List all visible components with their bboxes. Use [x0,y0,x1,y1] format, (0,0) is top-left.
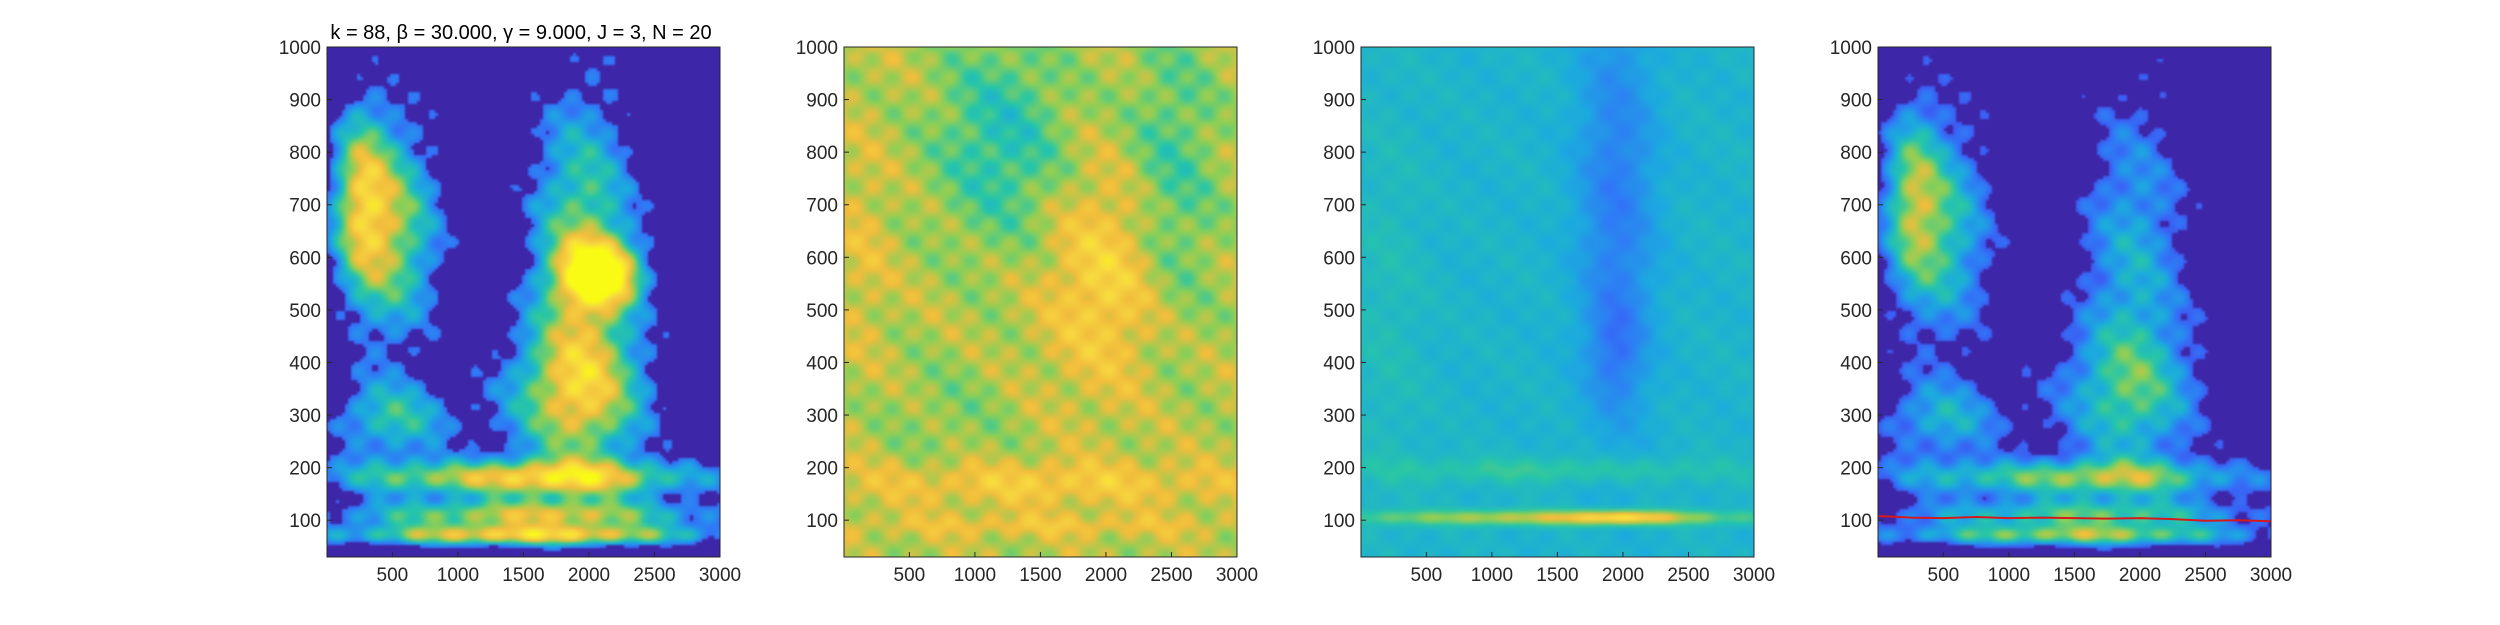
heatmap-image [327,47,720,557]
y-tick-label: 300 [1323,406,1355,427]
y-tick-label: 100 [1840,511,1872,532]
y-tick-label: 400 [1840,353,1872,374]
y-tick-label: 200 [1323,459,1355,480]
x-tick-label: 2000 [568,565,610,586]
y-tick-label: 900 [806,91,838,112]
x-tick-label: 1500 [2053,565,2095,586]
y-tick-label: 500 [289,301,321,322]
x-tick-label: 1000 [1471,565,1513,586]
x-tick-label: 2500 [1667,565,1709,586]
x-tick-label: 1500 [502,565,544,586]
y-tick-label: 600 [1840,248,1872,269]
y-tick-label: 300 [806,406,838,427]
x-tick-label: 2500 [2184,565,2226,586]
heatmap-panel-2: 100 200 300 400 500 600 700 800 900 1000 500 1000 15… [796,38,1258,586]
y-tick-label: 1000 [1313,38,1355,59]
x-tick-label: 1000 [954,565,996,586]
y-tick-label: 800 [1323,143,1355,164]
y-tick-label: 600 [806,248,838,269]
x-tick-label: 2500 [633,565,675,586]
y-tick-label: 700 [1840,196,1872,217]
chart-title: k = 88, β = 30.000, γ = 9.000, J = 3, N … [330,22,711,44]
y-tick-label: 400 [806,353,838,374]
y-tick-label: 100 [289,511,321,532]
y-tick-label: 100 [806,511,838,532]
x-tick-label: 500 [377,565,409,586]
x-tick-label: 500 [894,565,926,586]
y-tick-label: 400 [289,353,321,374]
x-tick-label: 2500 [1150,565,1192,586]
y-tick-label: 600 [1323,248,1355,269]
y-tick-label: 500 [1840,301,1872,322]
x-tick-label: 2000 [2119,565,2161,586]
x-tick-label: 3000 [1216,565,1258,586]
x-tick-label: 500 [1928,565,1960,586]
heatmap-image [1878,47,2271,557]
heatmap-panel-1: 100 200 300 400 500 600 700 800 900 1000 500 1000 15… [279,38,741,586]
y-tick-label: 500 [806,301,838,322]
x-tick-label: 1000 [1988,565,2030,586]
y-tick-label: 700 [806,196,838,217]
y-tick-label: 100 [1323,511,1355,532]
y-tick-label: 400 [1323,353,1355,374]
y-tick-label: 1000 [1830,38,1872,59]
heatmap-image [844,47,1237,557]
x-tick-label: 1500 [1019,565,1061,586]
y-tick-label: 900 [1323,91,1355,112]
y-tick-label: 700 [289,196,321,217]
x-tick-label: 500 [1411,565,1443,586]
y-tick-label: 800 [806,143,838,164]
y-tick-label: 600 [289,248,321,269]
x-tick-label: 1000 [437,565,479,586]
x-tick-label: 3000 [2250,565,2292,586]
x-tick-label: 3000 [1733,565,1775,586]
y-tick-label: 1000 [279,38,321,59]
y-tick-label: 900 [289,91,321,112]
y-tick-label: 300 [289,406,321,427]
y-tick-label: 300 [1840,406,1872,427]
y-tick-label: 500 [1323,301,1355,322]
y-tick-label: 900 [1840,91,1872,112]
heatmap-image [1361,47,1754,557]
heatmap-panel-4: 100 200 300 400 500 600 700 800 900 1000 500 1000 15… [1830,38,2292,586]
x-tick-label: 3000 [699,565,741,586]
y-tick-label: 700 [1323,196,1355,217]
x-tick-label: 2000 [1085,565,1127,586]
y-tick-label: 200 [806,459,838,480]
y-tick-label: 800 [289,143,321,164]
heatmap-panel-3: 100 200 300 400 500 600 700 800 900 1000 500 1000 15… [1313,38,1775,586]
y-tick-label: 1000 [796,38,838,59]
y-tick-label: 800 [1840,143,1872,164]
y-tick-label: 200 [289,459,321,480]
x-tick-label: 1500 [1536,565,1578,586]
y-tick-label: 200 [1840,459,1872,480]
ridge-curve [1877,515,2272,523]
x-tick-label: 2000 [1602,565,1644,586]
